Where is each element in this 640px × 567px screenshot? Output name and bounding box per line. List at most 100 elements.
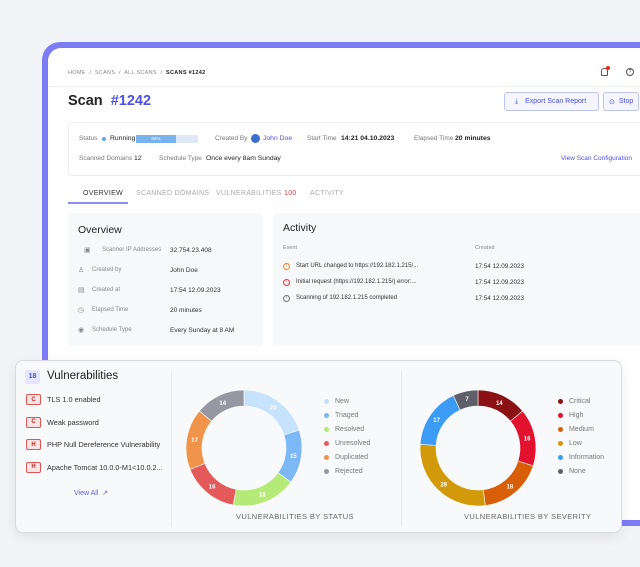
legend-label: Low [569, 439, 582, 447]
vulnerability-count-badge: 18 [25, 370, 40, 384]
donut-slice-none[interactable] [452, 389, 479, 411]
legend-item: New [324, 394, 349, 408]
legend-swatch [558, 412, 563, 418]
user-icon: ♙ [78, 267, 85, 274]
legend-label: Resolved [335, 425, 365, 433]
legend-label: Triaged [335, 411, 359, 419]
slice-label: 16 [524, 437, 531, 443]
schedule-label: Schedule Type [159, 155, 202, 162]
status-card: Status Running 64% Created By John Doe S… [68, 122, 640, 176]
tab-activity[interactable]: ACTIVITY [310, 190, 344, 197]
legend-label: Duplicated [335, 453, 369, 461]
tab-vulnerabilities[interactable]: VULNERABILITIES [216, 190, 282, 197]
created-by-link[interactable]: John Doe [263, 135, 293, 142]
status-donut-chart: 20 15 18 16 17 14 New Triaged Resolved Unresolved… [186, 361, 401, 531]
legend-swatch [324, 398, 329, 404]
created-by-label: Created By [215, 135, 248, 142]
tab-scanned-domains[interactable]: SCANNED DOMAINS [136, 190, 210, 197]
breadcrumb-scans[interactable]: SCANS [94, 70, 116, 76]
legend-swatch [558, 440, 563, 446]
legend-label: Unresolved [335, 439, 371, 447]
legend-label: None [569, 467, 586, 475]
stop-button[interactable]: ⊙ Stop [603, 92, 639, 111]
slice-label: 15 [290, 454, 297, 460]
tab-overview[interactable]: OVERVIEW [83, 190, 124, 197]
overview-value: 20 minutes [170, 307, 202, 314]
legend-swatch [558, 398, 563, 404]
overview-value: Every Sunday at 8 AM [170, 327, 235, 334]
legend-swatch [558, 454, 563, 460]
activity-created: 17:54 12.09.2023 [475, 295, 525, 302]
legend-label: High [569, 411, 584, 419]
donut-slice-medium[interactable] [482, 460, 534, 506]
severity-badge: H [26, 461, 41, 473]
legend-item: Low [558, 436, 582, 450]
event-column-header: Event [283, 245, 298, 251]
legend-item: Triaged [324, 408, 358, 422]
vulnerabilities-title: Vulnerabilities [47, 370, 119, 382]
slice-label: 14 [496, 401, 503, 407]
activity-event: Start URL changed to https://192.182.1.2… [296, 263, 419, 269]
overview-value: 32.754.23.408 [170, 247, 212, 254]
breadcrumb-all-scans[interactable]: ALL SCANS [124, 70, 157, 76]
start-time-value: 14:21 04.10.2023 [341, 135, 395, 142]
view-scan-configuration-link[interactable]: View Scan Configuration [560, 155, 632, 162]
schedule-value: Once every 8am Sunday [206, 155, 281, 162]
activity-created: 17:54 12.09.2023 [475, 263, 525, 270]
stopwatch-icon: ◷ [78, 307, 85, 314]
legend-swatch [558, 468, 563, 474]
start-time-label: Start Time [307, 135, 337, 142]
breadcrumb-home[interactable]: HOME [68, 70, 86, 76]
progress-fill: 64% [136, 135, 176, 143]
bell-icon[interactable] [601, 66, 610, 76]
calendar-icon: ▤ [78, 287, 85, 294]
vulnerability-name: TLS 1.0 enabled [47, 395, 101, 404]
donut-slice-low[interactable] [419, 444, 486, 507]
page-title: Scan #1242 [68, 93, 152, 109]
export-scan-report-button[interactable]: ⤓ Export Scan Report [504, 92, 599, 111]
legend-item: Rejected [324, 464, 363, 478]
divider [401, 371, 402, 526]
legend-swatch [324, 426, 329, 432]
legend-swatch [324, 440, 329, 446]
legend-label: New [335, 397, 350, 405]
alert-icon: ! [283, 263, 290, 270]
view-all-link[interactable]: View All ↗ [74, 490, 109, 497]
activity-panel: Activity Event Created ! Start URL chang… [273, 213, 640, 346]
divider [171, 371, 172, 526]
donut-slice-information[interactable] [419, 395, 461, 446]
help-icon[interactable]: ? [626, 68, 634, 76]
activity-title: Activity [283, 222, 317, 234]
slice-label: 16 [209, 485, 216, 491]
vulnerabilities-count: 100 [284, 190, 297, 197]
legend-label: Information [569, 453, 605, 461]
donut-slice-duplicated[interactable] [186, 410, 213, 470]
legend-swatch [324, 412, 329, 418]
vulnerability-name: PHP Null Dereference Vulnerability [47, 440, 161, 449]
domains-value: 12 [134, 155, 142, 162]
overview-label: Created by [92, 267, 122, 273]
legend-item: Medium [558, 422, 594, 436]
donut-slice-rejected[interactable] [198, 389, 245, 422]
legend-label: Rejected [335, 467, 363, 475]
running-dot [102, 137, 106, 141]
severity-badge: H [26, 439, 41, 450]
vulnerabilities-card: 18 Vulnerabilities C TLS 1.0 enabled C We… [15, 360, 622, 533]
created-column-header: Created [475, 245, 495, 251]
overview-label: Scanner IP Addresses [102, 247, 162, 253]
severity-donut-chart: 14 16 18 28 17 7 Critical High Medium Low Informat… [414, 361, 619, 531]
active-tab-indicator [68, 202, 128, 204]
elapsed-label: Elapsed Time [414, 135, 454, 142]
donut-slice-resolved[interactable] [232, 472, 292, 507]
slice-label: 20 [270, 406, 277, 412]
breadcrumb: HOME / SCANS / ALL SCANS / SCANS #1242 [68, 70, 206, 76]
severity-badge: C [26, 394, 41, 405]
status-value: Running [110, 135, 136, 142]
legend-item: Resolved [324, 422, 364, 436]
legend-swatch [324, 468, 329, 474]
overview-panel: Overview ▣ Scanner IP Addresses 32.754.2… [68, 213, 263, 346]
chart-title: VULNERABILITIES BY STATUS [236, 512, 354, 521]
vulnerability-name: Apache Tomcat 10.0.0-M1<10.0.2... [47, 462, 163, 472]
donut-slice-new[interactable] [243, 389, 300, 436]
overview-label: Created at [92, 287, 121, 293]
